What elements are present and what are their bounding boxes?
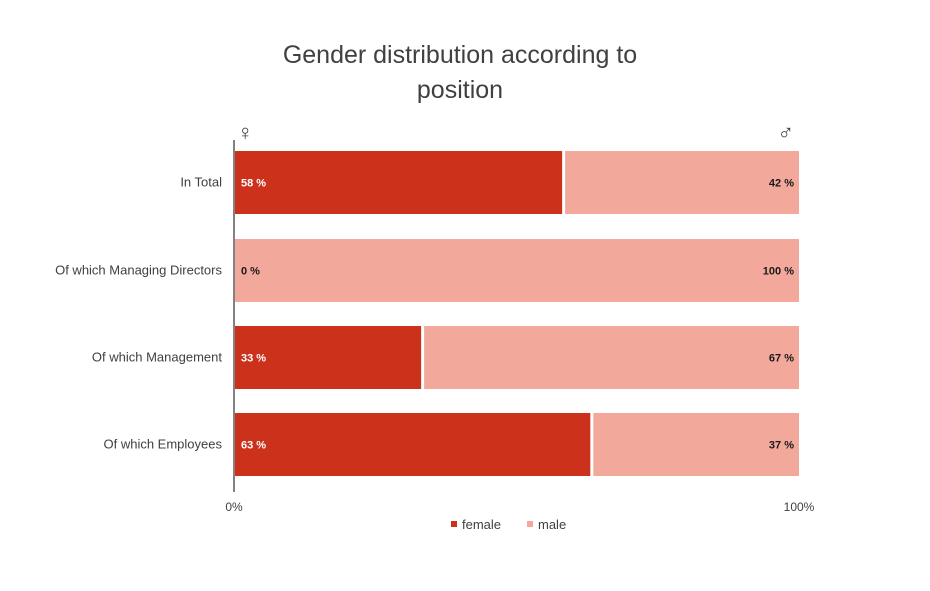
- value-label-female-of-which-management: 33 %: [241, 353, 266, 365]
- legend-label-female: female: [462, 517, 501, 532]
- category-label-in-total: In Total: [180, 175, 222, 190]
- value-label-male-of-which-management: 67 %: [769, 353, 794, 365]
- male-symbol: ♂: [778, 120, 795, 145]
- value-label-male-of-which-employees: 37 %: [769, 440, 794, 452]
- bar-male-in-total: [565, 151, 799, 214]
- value-label-male-in-total: 42 %: [769, 178, 794, 190]
- value-label-female-of-which-employees: 63 %: [241, 440, 266, 452]
- value-label-female-in-total: 58 %: [241, 178, 266, 190]
- female-symbol: ♀: [237, 120, 254, 145]
- chart-title-line2: position: [416, 76, 504, 104]
- bars-layer: In Total 58 % 42 % Of which Managing Direct…: [55, 151, 799, 476]
- bar-male-of-which-employees: [593, 413, 799, 476]
- legend-swatch-male: [527, 521, 533, 527]
- x-tick-label-100: 100%: [784, 500, 815, 514]
- bar-male-of-which-managing-directors: [235, 239, 799, 302]
- bar-female-of-which-employees: [235, 413, 591, 476]
- bar-female-of-which-management: [235, 326, 422, 389]
- bar-male-of-which-management: [424, 326, 799, 389]
- legend: female male: [451, 517, 566, 532]
- legend-swatch-female: [451, 521, 457, 527]
- value-label-male-of-which-managing-directors: 100 %: [763, 266, 794, 278]
- bar-female-in-total: [235, 151, 563, 214]
- category-label-of-which-managing-directors: Of which Managing Directors: [55, 263, 222, 278]
- x-tick-label-0: 0%: [225, 500, 243, 514]
- value-label-female-of-which-managing-directors: 0 %: [241, 266, 260, 278]
- chart-title-line1: Gender distribution according to: [282, 41, 638, 69]
- category-label-of-which-management: Of which Management: [92, 350, 222, 365]
- chart-title: Gender distribution according to positio…: [160, 38, 760, 108]
- legend-label-male: male: [538, 517, 566, 532]
- category-label-of-which-employees: Of which Employees: [104, 437, 223, 452]
